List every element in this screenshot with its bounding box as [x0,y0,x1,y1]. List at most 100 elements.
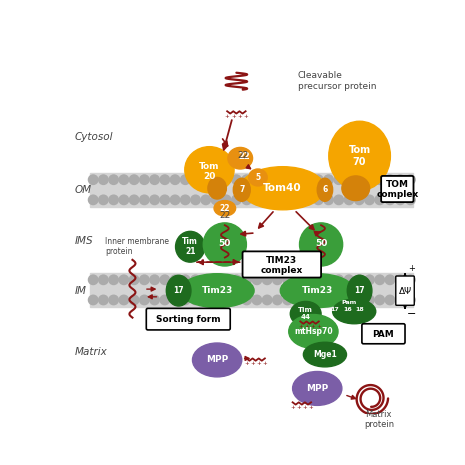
Circle shape [334,175,344,185]
Circle shape [140,275,149,285]
Text: 22: 22 [238,152,250,161]
Text: +: + [303,405,307,410]
Text: 22: 22 [237,152,248,160]
Circle shape [211,295,221,305]
Ellipse shape [166,275,191,306]
Text: mtHsp70: mtHsp70 [294,327,332,336]
Circle shape [160,295,170,305]
Circle shape [88,295,98,305]
Text: IMS: IMS [75,236,93,246]
Ellipse shape [193,343,242,377]
Circle shape [129,295,139,305]
Circle shape [283,275,292,285]
Ellipse shape [347,275,372,306]
Text: 17: 17 [354,286,365,295]
Ellipse shape [342,176,370,200]
Circle shape [395,295,405,305]
Circle shape [242,195,252,205]
Circle shape [119,275,129,285]
Text: Mge1: Mge1 [313,350,337,359]
Text: Sorting form: Sorting form [156,315,220,324]
Circle shape [221,275,231,285]
Circle shape [313,195,323,205]
Circle shape [385,275,395,285]
Circle shape [119,295,129,305]
Text: +: + [316,325,321,329]
Circle shape [262,275,272,285]
Circle shape [191,295,200,305]
Text: +: + [243,114,248,119]
Circle shape [180,195,190,205]
Circle shape [232,175,241,185]
Circle shape [354,295,364,305]
Circle shape [313,175,323,185]
Circle shape [160,175,170,185]
Circle shape [303,275,313,285]
Text: Matrix: Matrix [75,347,107,357]
Circle shape [293,295,303,305]
Circle shape [405,275,415,285]
Circle shape [262,295,272,305]
Ellipse shape [299,223,343,266]
Circle shape [88,195,98,205]
Circle shape [160,275,170,285]
Circle shape [395,275,405,285]
Text: MPP: MPP [306,384,328,393]
Circle shape [170,295,180,305]
Text: OM: OM [75,185,92,195]
Circle shape [354,175,364,185]
Ellipse shape [185,146,234,193]
Circle shape [313,295,323,305]
Circle shape [354,195,364,205]
Circle shape [344,275,354,285]
Text: +: + [296,405,301,410]
Text: Tom40: Tom40 [263,183,302,193]
Text: +: + [244,361,249,366]
Text: Matrix
protein: Matrix protein [364,410,394,429]
Text: 22: 22 [219,204,230,213]
Circle shape [109,195,119,205]
Circle shape [252,175,262,185]
Circle shape [293,275,303,285]
Bar [90,273,413,307]
Circle shape [344,175,354,185]
Circle shape [242,275,252,285]
Circle shape [303,195,313,205]
Circle shape [99,175,108,185]
Bar [90,173,413,207]
Text: 5: 5 [255,173,260,182]
Circle shape [385,175,395,185]
Circle shape [201,175,211,185]
Circle shape [170,175,180,185]
Circle shape [324,275,333,285]
Ellipse shape [329,121,391,191]
Circle shape [160,195,170,205]
Circle shape [303,175,313,185]
Text: +: + [290,405,295,410]
Ellipse shape [233,178,250,201]
Text: Cleavable
precursor protein: Cleavable precursor protein [298,71,377,91]
Text: Tim
21: Tim 21 [182,237,198,257]
Circle shape [99,275,108,285]
Ellipse shape [290,301,321,326]
Circle shape [324,175,333,185]
Circle shape [150,295,159,305]
Ellipse shape [214,200,236,216]
Circle shape [375,195,385,205]
Circle shape [129,195,139,205]
Text: +: + [225,114,230,119]
Circle shape [201,275,211,285]
Circle shape [344,295,354,305]
Circle shape [375,275,385,285]
Circle shape [293,195,303,205]
Ellipse shape [280,274,354,307]
Text: Inner membrane
protein: Inner membrane protein [106,237,169,257]
Ellipse shape [208,178,226,199]
Text: +: + [304,325,309,329]
Circle shape [129,175,139,185]
Text: 6: 6 [322,185,327,194]
Circle shape [119,175,129,185]
Circle shape [375,175,385,185]
Text: ΔΨ: ΔΨ [399,287,412,296]
Ellipse shape [203,223,246,266]
